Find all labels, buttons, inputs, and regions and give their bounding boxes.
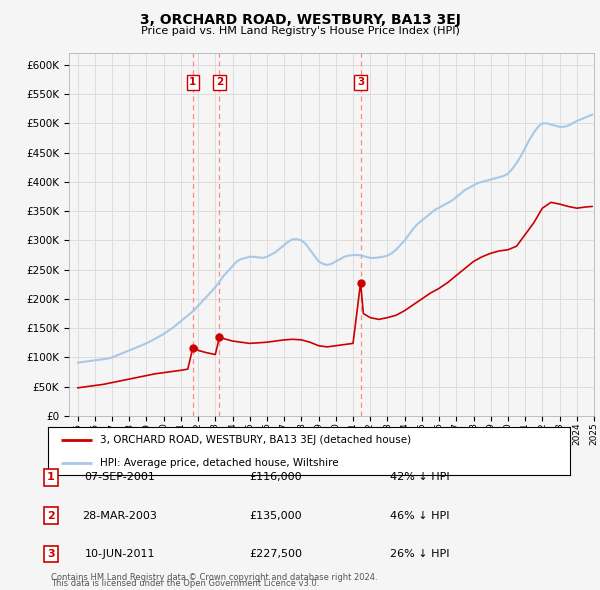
Text: 1: 1 <box>189 77 196 87</box>
Text: 3: 3 <box>47 549 55 559</box>
Text: HPI: Average price, detached house, Wiltshire: HPI: Average price, detached house, Wilt… <box>100 458 339 468</box>
Text: 28-MAR-2003: 28-MAR-2003 <box>83 511 157 520</box>
Text: 10-JUN-2011: 10-JUN-2011 <box>85 549 155 559</box>
Text: Contains HM Land Registry data © Crown copyright and database right 2024.: Contains HM Land Registry data © Crown c… <box>51 573 377 582</box>
Text: 3: 3 <box>357 77 364 87</box>
Text: 2: 2 <box>47 511 55 520</box>
Text: £116,000: £116,000 <box>250 473 302 482</box>
Text: 07-SEP-2001: 07-SEP-2001 <box>85 473 155 482</box>
Text: 3, ORCHARD ROAD, WESTBURY, BA13 3EJ (detached house): 3, ORCHARD ROAD, WESTBURY, BA13 3EJ (det… <box>100 435 412 445</box>
Text: £135,000: £135,000 <box>250 511 302 520</box>
Text: £227,500: £227,500 <box>250 549 302 559</box>
Text: Price paid vs. HM Land Registry's House Price Index (HPI): Price paid vs. HM Land Registry's House … <box>140 26 460 36</box>
Text: 26% ↓ HPI: 26% ↓ HPI <box>390 549 450 559</box>
Text: This data is licensed under the Open Government Licence v3.0.: This data is licensed under the Open Gov… <box>51 579 319 588</box>
Text: 46% ↓ HPI: 46% ↓ HPI <box>390 511 450 520</box>
Text: 2: 2 <box>216 77 223 87</box>
Text: 3, ORCHARD ROAD, WESTBURY, BA13 3EJ: 3, ORCHARD ROAD, WESTBURY, BA13 3EJ <box>140 13 460 27</box>
Text: 42% ↓ HPI: 42% ↓ HPI <box>390 473 450 482</box>
Text: 1: 1 <box>47 473 55 482</box>
